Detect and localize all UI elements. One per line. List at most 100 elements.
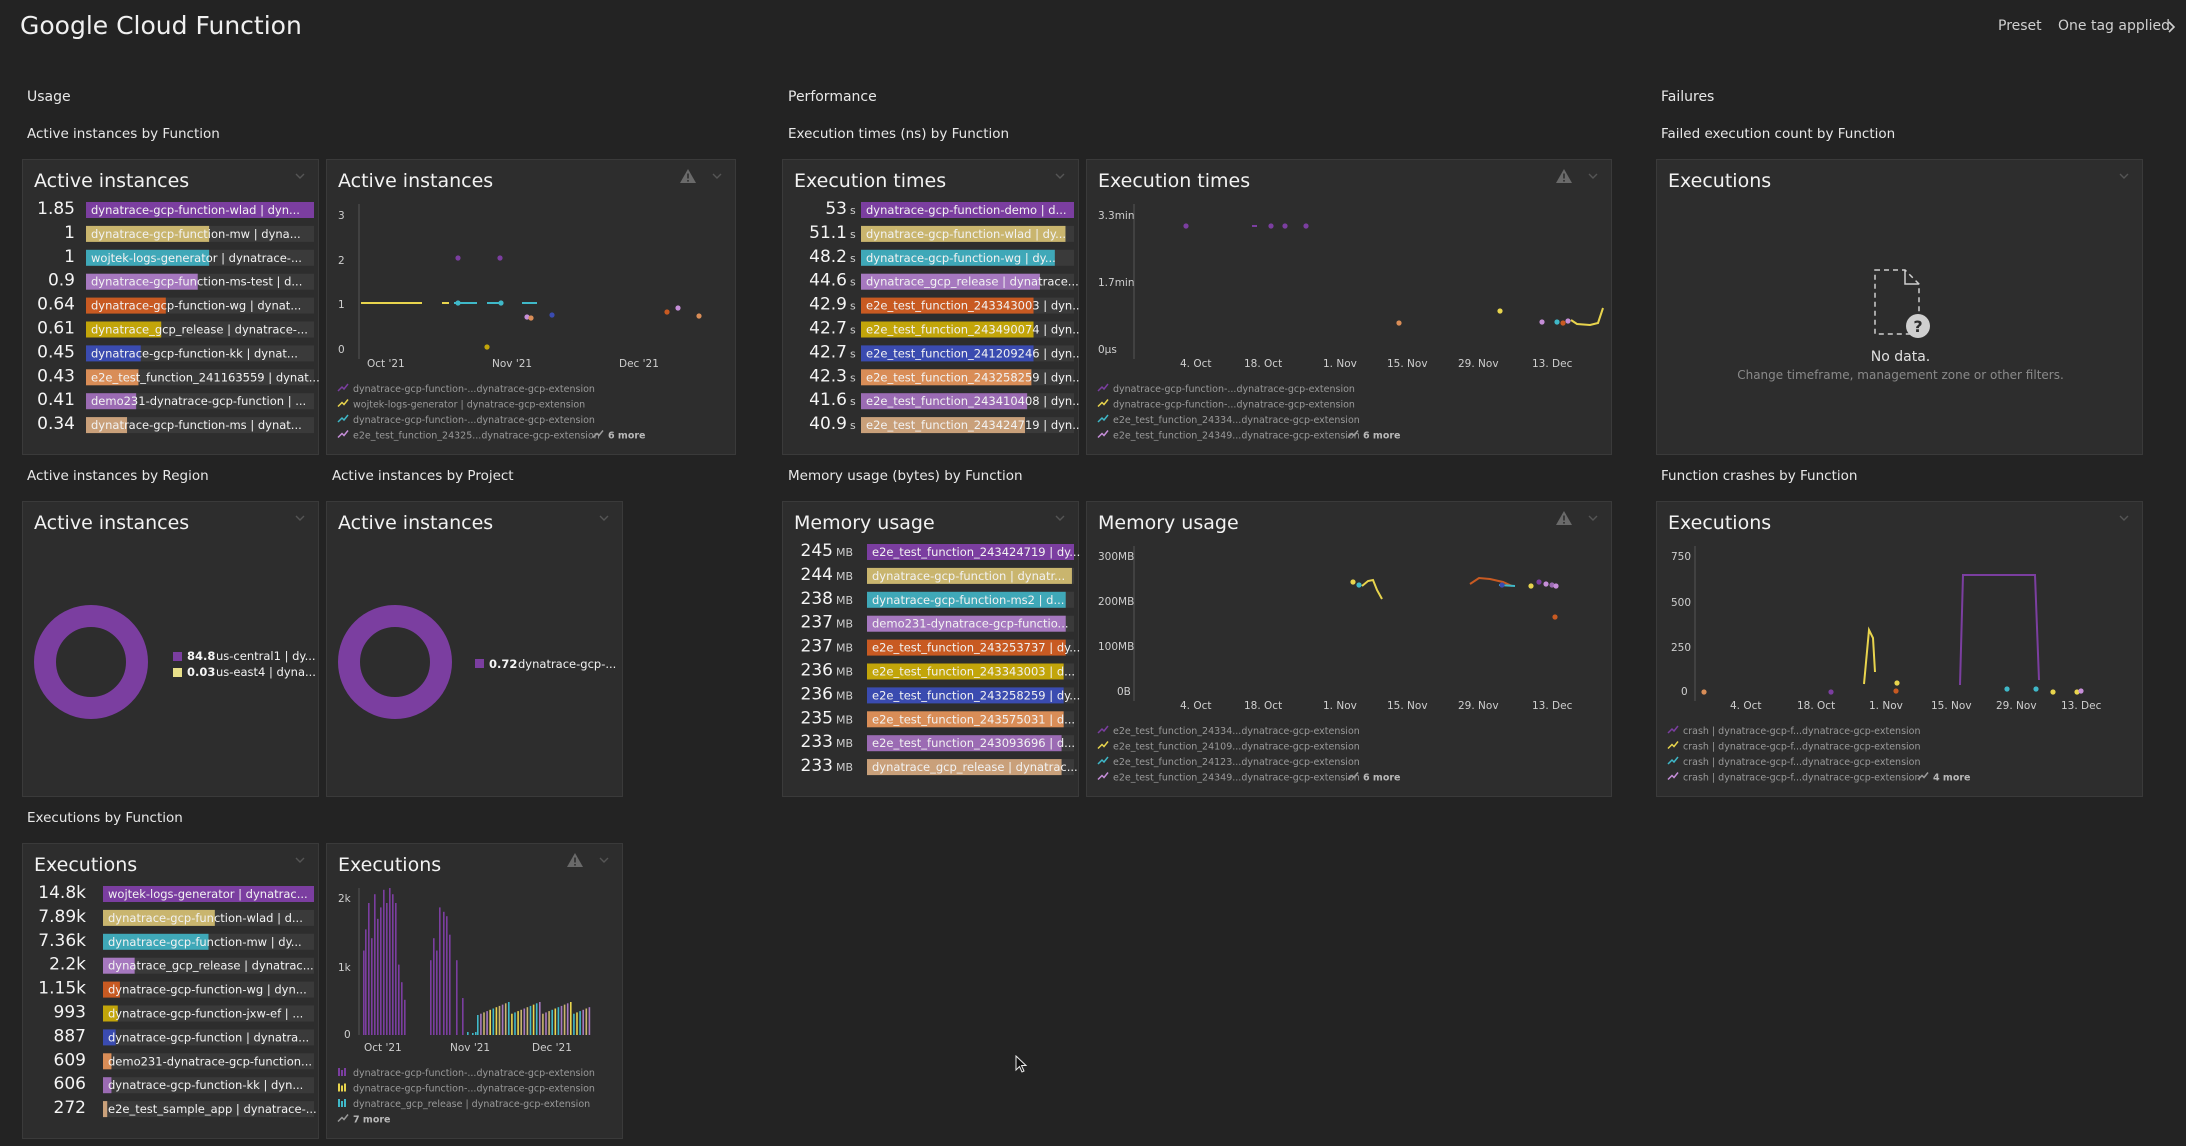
chevron-down-icon[interactable] — [2118, 512, 2130, 524]
top-list-row[interactable]: 237 MB demo231-dynatrace-gcp-functio... — [801, 613, 1074, 633]
legend-item[interactable]: dynatrace-gcp-function-...dynatrace-gcp-… — [338, 1083, 595, 1095]
top-list-row[interactable]: 0.43 e2e_test_function_241163559 | dynat.… — [37, 366, 320, 386]
legend-item[interactable]: crash | dynatrace-gcp-f...dynatrace-gcp-… — [1667, 741, 1921, 753]
top-list-row[interactable]: 53 s dynatrace-gcp-function-demo | d... — [825, 199, 1074, 219]
top-list-row[interactable]: 48.2 s dynatrace-gcp-function-wg | dy... — [809, 247, 1074, 267]
legend-item[interactable]: dynatrace-gcp-function-...dynatrace-gcp-… — [337, 414, 595, 426]
top-list-row[interactable]: 235 MB e2e_test_function_243575031 | d... — [801, 708, 1076, 728]
top-list-row[interactable]: 7.36k dynatrace-gcp-function-mw | dy... — [38, 931, 314, 951]
x-axis-ticks: 4. Oct 18. Oct 1. Nov 15. Nov 29. Nov 13… — [1180, 700, 1573, 712]
legend-item[interactable]: dynatrace-gcp-function-...dynatrace-gcp-… — [1097, 399, 1355, 411]
tile-failed-executions[interactable]: Executions ? No data. Change timeframe, … — [1656, 159, 2143, 455]
legend-item[interactable]: e2e_test_function_24334...dynatrace-gcp-… — [1097, 725, 1360, 737]
top-list-row[interactable]: 0.61 dynatrace_gcp_release | dynatrace-..… — [37, 319, 314, 339]
tile-memory-usage-chart[interactable]: Memory usage 300MB 200MB 100MB 0B 4. Oct… — [1086, 501, 1612, 797]
top-list-row[interactable]: 272 e2e_test_sample_app | dynatrace-... — [54, 1098, 317, 1118]
legend-item[interactable]: dynatrace_gcp_release | dynatrace-gcp-ex… — [338, 1099, 590, 1110]
top-list-row[interactable]: 41.6 s e2e_test_function_243410408 | dyn..… — [809, 390, 1080, 410]
top-list-row[interactable]: 1.85 dynatrace-gcp-function-wlad | dyn... — [37, 199, 314, 219]
tile-execution-times-top[interactable]: Execution times 53 s dynatrace-gcp-functio… — [782, 159, 1080, 455]
legend-item[interactable]: wojtek-logs-generator | dynatrace-gcp-ex… — [337, 399, 585, 411]
top-list-row[interactable]: 233 MB dynatrace_gcp_release | dynatrac... — [801, 756, 1078, 776]
top-list-row[interactable]: 42.7 s e2e_test_function_241209246 | dyn..… — [809, 342, 1080, 362]
top-list-row[interactable]: 1.15k dynatrace-gcp-function-wg | dyn... — [38, 979, 314, 999]
data-point — [1560, 320, 1566, 326]
data-point — [1282, 223, 1288, 229]
top-list-row[interactable]: 14.8k wojtek-logs-generator | dynatrac... — [38, 883, 314, 903]
legend-more[interactable]: 6 more — [1347, 430, 1400, 442]
legend-item[interactable]: crash | dynatrace-gcp-f...dynatrace-gcp-… — [1667, 725, 1921, 737]
row-label: e2e_test_function_243253737 | dy... — [872, 641, 1080, 655]
y-tick: 1k — [338, 962, 352, 974]
tile-memory-usage-top[interactable]: Memory usage 245 MB e2e_test_function_2434… — [782, 501, 1080, 797]
top-list-row[interactable]: 606 dynatrace-gcp-function-kk | dyn... — [54, 1074, 314, 1094]
top-list-row[interactable]: 0.64 dynatrace-gcp-function-wg | dynat... — [37, 295, 314, 315]
legend-item[interactable]: crash | dynatrace-gcp-f...dynatrace-gcp-… — [1667, 756, 1921, 768]
top-list-row[interactable]: 238 MB dynatrace-gcp-function-ms2 | d... — [801, 589, 1074, 609]
top-list-row[interactable]: 42.3 s e2e_test_function_243258259 | dyn..… — [809, 366, 1080, 386]
top-list-row[interactable]: 0.34 dynatrace-gcp-function-ms | dynat... — [37, 414, 314, 434]
top-list-row[interactable]: 0.45 dynatrace-gcp-function-kk | dynat... — [37, 342, 314, 362]
legend-more[interactable]: 4 more — [1917, 772, 1970, 784]
chevron-down-icon[interactable] — [294, 854, 306, 866]
legend-item[interactable]: e2e_test_function_24334...dynatrace-gcp-… — [1097, 414, 1360, 426]
tile-title: Execution times — [1098, 170, 1251, 192]
legend-item[interactable]: crash | dynatrace-gcp-f...dynatrace-gcp-… — [1667, 772, 1921, 784]
row-value: 606 — [54, 1074, 86, 1094]
bar — [486, 1011, 488, 1035]
top-list-row[interactable]: 0.9 dynatrace-gcp-function-ms-test | d... — [48, 271, 314, 291]
tile-active-by-region[interactable]: Active instances 84.8 us-central1 | dy..… — [22, 501, 319, 797]
tile-executions-top[interactable]: Executions 14.8k wojtek-logs-generator | … — [22, 843, 319, 1139]
tile-execution-times-chart[interactable]: Execution times 3.3min 1.7min 0µs 4. Oct… — [1086, 159, 1612, 455]
tile-active-instances-top[interactable]: Active instances 1.85 dynatrace-gcp-funct… — [22, 159, 320, 455]
chevron-down-icon[interactable] — [294, 170, 306, 182]
top-list-row[interactable]: 1 wojtek-logs-generator | dynatrace-... — [64, 247, 314, 267]
tags-filter-button[interactable]: One tag applied — [2058, 18, 2170, 34]
legend-item[interactable]: e2e_test_function_24109...dynatrace-gcp-… — [1097, 741, 1360, 753]
top-list-row[interactable]: 7.89k dynatrace-gcp-function-wlad | d... — [38, 907, 314, 927]
top-list-row[interactable]: 2.2k dynatrace_gcp_release | dynatrac... — [49, 955, 314, 975]
legend-item[interactable]: dynatrace-gcp-function-...dynatrace-gcp-… — [338, 1068, 595, 1079]
top-list-row[interactable]: 1 dynatrace-gcp-function-mw | dyna... — [64, 223, 314, 243]
chevron-down-icon[interactable] — [598, 854, 610, 866]
top-list-row[interactable]: 42.7 s e2e_test_function_243490074 | dyn..… — [809, 319, 1080, 339]
chevron-down-icon[interactable] — [1587, 170, 1599, 182]
chevron-down-icon[interactable] — [1054, 170, 1066, 182]
top-list-row[interactable]: 40.9 s e2e_test_function_243424719 | dyn..… — [809, 414, 1080, 434]
tile-active-instances-chart[interactable]: Active instances 3 2 1 0 Oct '21 Nov '21… — [326, 159, 736, 455]
chevron-down-icon[interactable] — [1054, 512, 1066, 524]
tile-function-crashes[interactable]: Executions 750 500 250 0 4. Oct 18. Oct … — [1656, 501, 2143, 797]
legend-more[interactable]: 7 more — [337, 1114, 390, 1126]
top-list-row[interactable]: 233 MB e2e_test_function_243093696 | d... — [801, 732, 1076, 752]
preset-button[interactable]: Preset — [1998, 18, 2042, 34]
chevron-down-icon[interactable] — [1587, 512, 1599, 524]
tile-active-by-project[interactable]: Active instances 0.72 dynatrace-gcp-... — [326, 501, 623, 797]
legend-item[interactable]: e2e_test_function_24349...dynatrace-gcp-… — [1097, 430, 1360, 442]
top-list-row[interactable]: 44.6 s dynatrace_gcp_release | dynatrace..… — [809, 271, 1079, 291]
chevron-down-icon[interactable] — [294, 512, 306, 524]
top-list-row[interactable]: 245 MB e2e_test_function_243424719 | dy... — [801, 541, 1080, 561]
top-list-row[interactable]: 237 MB e2e_test_function_243253737 | dy... — [801, 637, 1080, 657]
chevron-down-icon[interactable] — [598, 512, 610, 524]
legend-item[interactable]: e2e_test_function_24349...dynatrace-gcp-… — [1097, 772, 1360, 784]
top-list-row[interactable]: 0.41 demo231-dynatrace-gcp-function | ... — [37, 390, 314, 410]
legend-more[interactable]: 6 more — [592, 430, 645, 442]
top-list-row[interactable]: 609 demo231-dynatrace-gcp-function... — [54, 1050, 314, 1070]
legend-item[interactable]: dynatrace-gcp-function-...dynatrace-gcp-… — [337, 383, 595, 395]
top-list-row[interactable]: 244 MB dynatrace-gcp-function | dynatr... — [801, 565, 1074, 585]
top-list-row[interactable]: 887 dynatrace-gcp-function | dynatra... — [54, 1026, 314, 1046]
tile-executions-chart[interactable]: Executions 2k 1k 0 Oct '21 Nov '21 Dec '… — [326, 843, 623, 1139]
legend-item[interactable]: e2e_test_function_24123...dynatrace-gcp-… — [1097, 756, 1360, 768]
data-point — [1565, 318, 1571, 324]
top-list-row[interactable]: 42.9 s e2e_test_function_243343003 | dyn..… — [809, 295, 1080, 315]
top-list-row[interactable]: 236 MB e2e_test_function_243343003 | d... — [801, 661, 1076, 681]
legend-more[interactable]: 6 more — [1347, 772, 1400, 784]
top-list-row[interactable]: 236 MB e2e_test_function_243258259 | dy... — [801, 684, 1080, 704]
legend-item[interactable]: dynatrace-gcp-function-...dynatrace-gcp-… — [1097, 383, 1355, 395]
top-list-row[interactable]: 51.1 s dynatrace-gcp-function-wlad | dy... — [809, 223, 1074, 243]
top-list-row[interactable]: 993 dynatrace-gcp-function-jxw-ef | ... — [54, 1003, 314, 1023]
chevron-down-icon[interactable] — [711, 170, 723, 182]
legend-item[interactable]: e2e_test_function_24325...dynatrace-gcp-… — [337, 430, 600, 442]
chevron-down-icon[interactable] — [2118, 170, 2130, 182]
chevron-right-icon[interactable] — [2167, 21, 2176, 33]
